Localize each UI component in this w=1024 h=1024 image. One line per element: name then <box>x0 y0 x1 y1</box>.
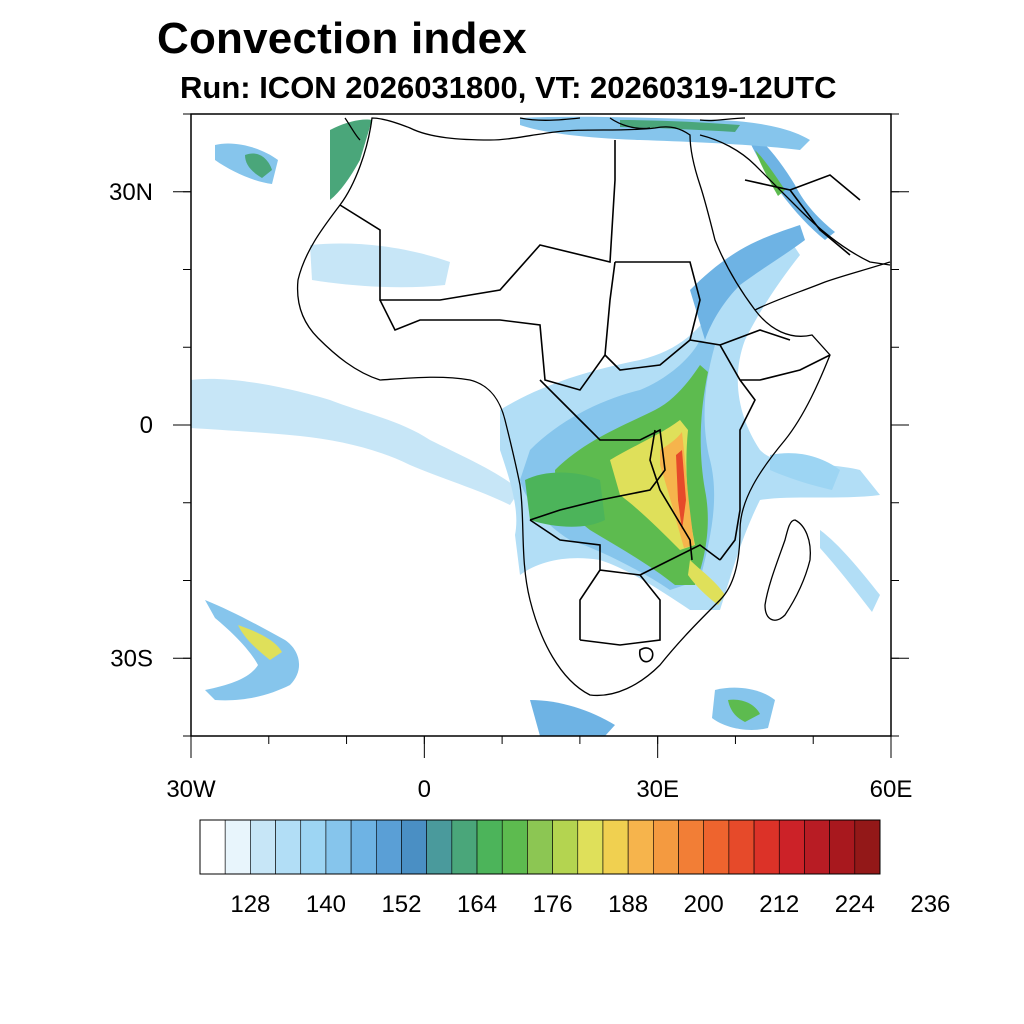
axis-ticks <box>173 113 909 758</box>
field-area-south-atlantic <box>205 600 300 701</box>
colorbar-swatch <box>300 819 327 875</box>
lon-tick-label: 30W <box>166 776 216 803</box>
colorbar-swatch <box>375 819 402 875</box>
field-area-east-africa <box>690 225 805 340</box>
colorbar-swatch <box>275 819 302 875</box>
border-east <box>689 339 756 561</box>
colorbar-swatch <box>250 819 276 875</box>
madagascar-coastline <box>764 519 811 621</box>
border-lakes <box>649 429 693 561</box>
border-south-africa-lesotho <box>638 647 654 663</box>
field-area-arabia <box>745 130 835 240</box>
field-area-equatorial-atlantic <box>191 378 520 505</box>
border-sahara <box>339 140 616 301</box>
arabia-coastline <box>699 134 891 311</box>
colorbar-swatch <box>577 819 604 875</box>
field-area-south-atlantic-core <box>238 625 282 660</box>
colorbar-tick-label: 152 <box>381 891 421 918</box>
chart-title: Convection index <box>157 14 527 63</box>
colorbar-swatch <box>325 819 352 875</box>
axis-labels: 30N 0 30S 30W 0 30E 60E <box>109 179 912 803</box>
field-area-red-core <box>676 450 686 530</box>
colorbar-tick-label: 212 <box>759 891 799 918</box>
border-arabia <box>744 174 861 256</box>
colorbar-swatch <box>627 819 654 875</box>
colorbar-tick-label: 200 <box>684 891 724 918</box>
colorbar-swatch <box>350 819 377 875</box>
field-area-arabia-core <box>755 150 785 196</box>
field-area-somali-coast <box>770 453 840 490</box>
lat-tick-label: 30S <box>110 645 153 672</box>
colorbar-swatch <box>224 819 251 875</box>
field-area-nw-atlantic-core <box>245 153 272 178</box>
colorbar-tick-label: 128 <box>230 891 270 918</box>
colorbar-swatch <box>678 819 705 875</box>
colorbar-tick-label: 188 <box>608 891 648 918</box>
colorbar-swatch <box>753 819 780 875</box>
colorbar-swatch <box>703 819 730 875</box>
colorbar-tick-label: 140 <box>306 891 346 918</box>
colorbar-swatch <box>804 819 830 875</box>
field-area-mozambique <box>688 560 725 605</box>
field-area-madagascar-east <box>820 530 880 612</box>
colorbar-swatch <box>451 819 478 875</box>
field-area-south-indian-core <box>728 699 760 722</box>
field-area-mediterranean-core <box>620 120 740 132</box>
colorbar-tick-label: 224 <box>835 891 875 918</box>
field-area-iberia <box>330 119 372 200</box>
colorbar-frame <box>199 819 881 875</box>
colorbar-swatch <box>426 819 453 875</box>
border-congo <box>529 379 666 521</box>
colorbar-tick-label: 176 <box>533 891 573 918</box>
colorbar-swatch <box>199 819 226 875</box>
border-horn <box>719 329 831 381</box>
colorbar-swatch <box>401 819 427 875</box>
lon-tick-label: 0 <box>418 776 431 803</box>
colorbar-swatch <box>854 819 881 875</box>
colorbar-swatch <box>527 819 553 875</box>
colorbar-swatch <box>476 819 503 875</box>
field-area-orange-core <box>660 432 694 548</box>
colorbar-swatch <box>829 819 856 875</box>
chart-subtitle: Run: ICON 2026031800, VT: 20260319-12UTC <box>180 70 837 105</box>
colorbar-swatch <box>501 819 528 875</box>
colorbar-swatch <box>552 819 579 875</box>
colorbar <box>199 819 881 875</box>
lon-tick-label: 60E <box>870 776 913 803</box>
coastlines <box>296 117 891 697</box>
lat-tick-label: 30N <box>109 179 153 206</box>
colorbar-labels: 128 140 152 164 176 188 200 212 224 236 <box>230 891 950 918</box>
convection-field <box>191 116 880 736</box>
lat-tick-label: 0 <box>140 412 153 439</box>
border-south <box>529 519 721 646</box>
field-area-angola <box>525 472 605 527</box>
colorbar-swatch <box>778 819 805 875</box>
colorbar-tick-label: 164 <box>457 891 497 918</box>
colorbar-swatch <box>602 819 629 875</box>
colorbar-swatch <box>728 819 755 875</box>
country-borders <box>339 140 861 663</box>
lon-tick-label: 30E <box>636 776 679 803</box>
colorbar-swatch <box>653 819 679 875</box>
border-sahel <box>379 261 616 391</box>
colorbar-tick-label: 236 <box>910 891 950 918</box>
field-area-south-africa-coast <box>530 700 615 736</box>
europe-coastline <box>344 117 746 141</box>
